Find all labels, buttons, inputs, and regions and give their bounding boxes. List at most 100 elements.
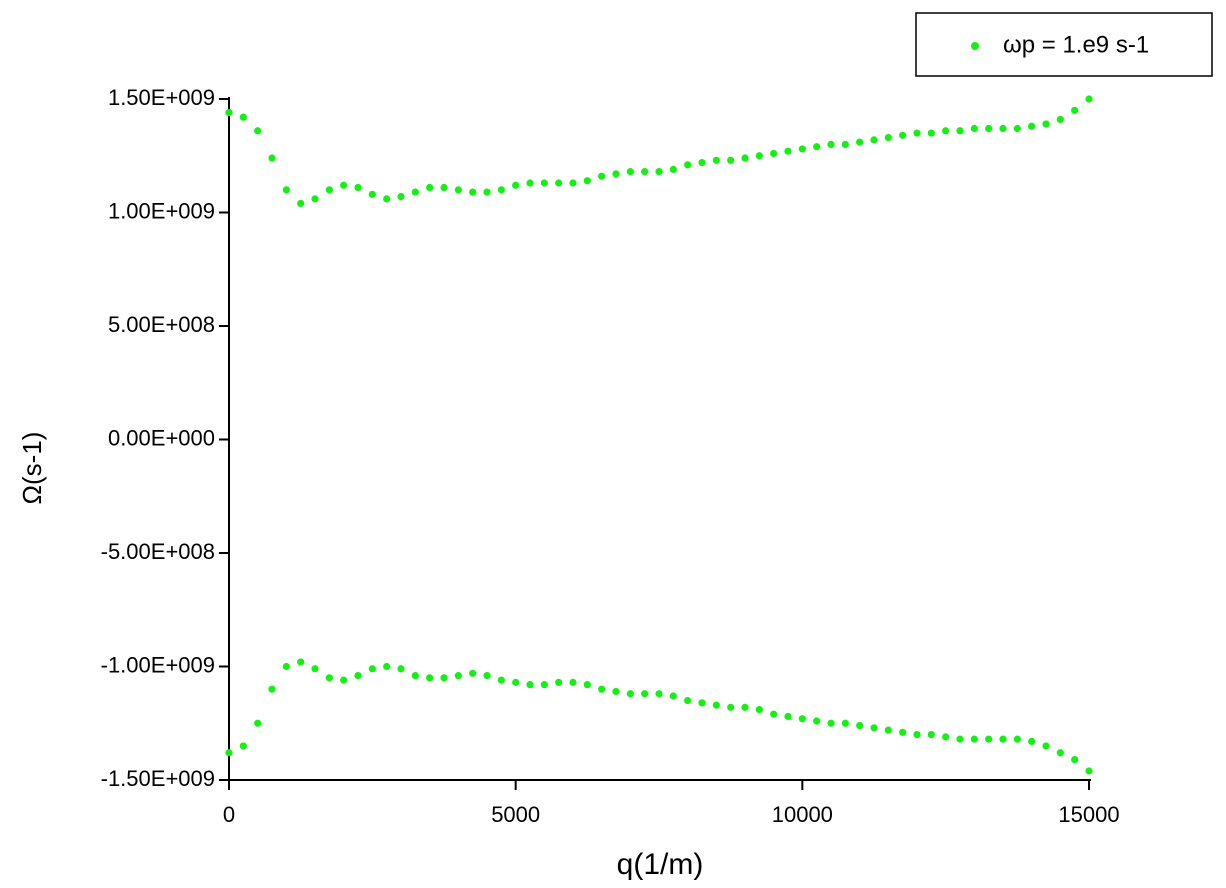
data-point bbox=[1085, 767, 1093, 775]
data-point bbox=[612, 687, 620, 696]
data-point bbox=[440, 183, 448, 192]
data-point bbox=[655, 168, 663, 176]
data-point bbox=[555, 179, 563, 187]
data-point bbox=[870, 136, 878, 144]
data-point bbox=[397, 193, 405, 201]
x-axis-label: q(1/m) bbox=[617, 848, 704, 881]
data-point bbox=[612, 170, 620, 178]
data-point bbox=[856, 138, 864, 146]
data-point bbox=[641, 168, 649, 176]
y-tick-label: 1.00E+009 bbox=[108, 198, 215, 223]
data-point bbox=[655, 690, 663, 698]
data-point bbox=[669, 165, 677, 173]
data-point bbox=[1042, 120, 1050, 128]
data-point bbox=[985, 735, 993, 743]
data-point bbox=[569, 678, 577, 686]
data-point bbox=[669, 692, 677, 700]
data-point bbox=[626, 168, 634, 176]
data-point bbox=[469, 669, 477, 677]
data-point bbox=[899, 131, 907, 139]
data-point bbox=[268, 154, 276, 162]
data-point bbox=[712, 701, 720, 709]
data-point bbox=[927, 129, 935, 137]
data-point bbox=[483, 671, 491, 680]
data-point bbox=[755, 152, 763, 160]
data-point bbox=[698, 158, 706, 167]
data-point bbox=[798, 145, 806, 153]
data-point bbox=[913, 731, 921, 739]
data-point bbox=[383, 662, 391, 671]
data-point bbox=[684, 696, 692, 705]
data-point bbox=[540, 681, 548, 689]
data-point bbox=[598, 685, 606, 693]
data-point bbox=[1085, 95, 1093, 103]
data-point bbox=[626, 690, 634, 698]
y-tick-label: -1.50E+009 bbox=[101, 766, 215, 791]
data-point bbox=[1028, 737, 1036, 746]
data-point bbox=[942, 127, 950, 135]
data-point bbox=[512, 678, 520, 686]
data-point bbox=[440, 674, 448, 682]
data-point bbox=[340, 676, 348, 684]
data-point bbox=[239, 742, 247, 750]
data-point bbox=[698, 699, 706, 707]
data-point bbox=[454, 186, 462, 194]
data-point bbox=[598, 172, 606, 180]
data-point bbox=[1056, 749, 1064, 757]
x-tick-label: 10000 bbox=[772, 802, 833, 827]
data-point bbox=[1056, 115, 1064, 124]
data-point bbox=[813, 143, 821, 151]
data-point bbox=[1071, 755, 1079, 764]
data-point bbox=[884, 133, 892, 142]
data-point bbox=[684, 161, 692, 169]
data-point bbox=[741, 703, 749, 711]
data-point bbox=[1013, 735, 1021, 743]
data-point bbox=[225, 109, 233, 117]
data-point bbox=[641, 690, 649, 698]
y-axis-label: Ω(s-1) bbox=[17, 432, 47, 505]
data-point bbox=[497, 186, 505, 194]
data-point bbox=[569, 179, 577, 187]
y-tick-label: -1.00E+009 bbox=[101, 652, 215, 677]
data-point bbox=[555, 678, 563, 686]
data-point bbox=[254, 127, 262, 135]
data-point bbox=[311, 195, 319, 203]
y-tick-label: 1.50E+009 bbox=[108, 85, 215, 110]
data-point bbox=[1071, 106, 1079, 114]
data-point bbox=[770, 710, 778, 718]
data-point bbox=[956, 735, 964, 743]
data-point bbox=[583, 177, 591, 185]
legend-box bbox=[915, 12, 1213, 77]
y-tick-label: 5.00E+008 bbox=[108, 312, 215, 337]
data-point bbox=[856, 721, 864, 730]
data-point bbox=[411, 188, 419, 196]
x-tick-label: 15000 bbox=[1058, 802, 1119, 827]
x-tick-label: 5000 bbox=[491, 802, 540, 827]
data-point bbox=[454, 671, 462, 680]
data-point bbox=[354, 183, 362, 192]
data-point bbox=[841, 719, 849, 727]
data-point bbox=[397, 665, 405, 673]
data-point bbox=[540, 179, 548, 187]
data-point bbox=[340, 181, 348, 189]
data-point bbox=[913, 129, 921, 137]
data-point bbox=[741, 154, 749, 162]
data-point bbox=[282, 662, 290, 671]
data-point bbox=[297, 658, 305, 666]
data-point bbox=[870, 724, 878, 732]
data-point bbox=[970, 735, 978, 743]
data-point bbox=[354, 671, 362, 680]
data-point bbox=[282, 186, 290, 194]
data-point bbox=[268, 685, 276, 693]
legend-label: ωp = 1.e9 s-1 bbox=[1003, 31, 1149, 58]
data-point bbox=[1042, 742, 1050, 750]
data-point bbox=[712, 156, 720, 164]
data-point bbox=[526, 681, 534, 689]
data-point bbox=[297, 199, 305, 208]
data-point bbox=[827, 719, 835, 727]
data-point bbox=[784, 147, 792, 155]
data-point bbox=[985, 124, 993, 133]
data-point bbox=[1028, 122, 1036, 130]
data-point bbox=[368, 190, 376, 198]
